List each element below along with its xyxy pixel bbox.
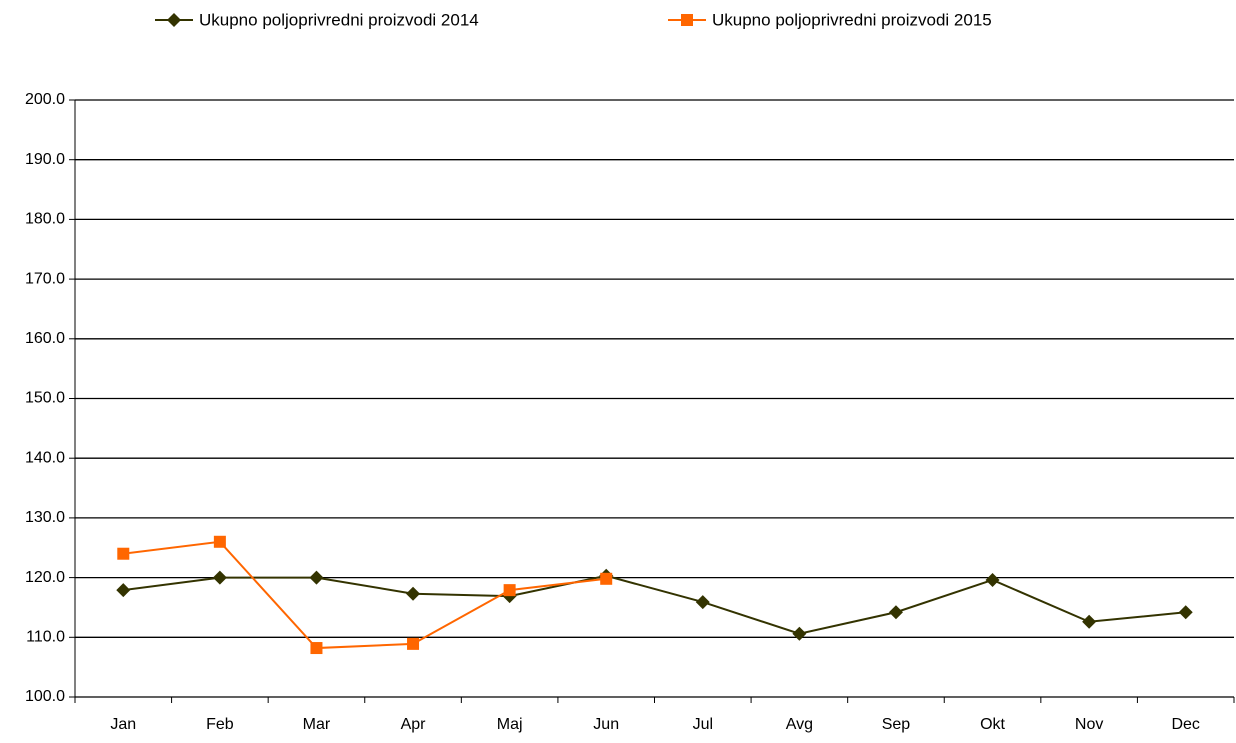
x-tick-label: Maj [497, 716, 523, 733]
y-tick-label: 150.0 [25, 390, 65, 407]
legend-label: Ukupno poljoprivredni proizvodi 2015 [712, 10, 992, 29]
marker [503, 584, 516, 597]
y-tick-label: 100.0 [25, 688, 65, 705]
series-line [123, 540, 607, 650]
marker [117, 547, 130, 560]
y-tick-label: 170.0 [25, 270, 65, 287]
y-tick-label: 130.0 [25, 509, 65, 526]
x-tick-label: Mar [303, 716, 331, 733]
marker [167, 13, 181, 27]
x-tick-label: Jun [593, 716, 619, 733]
legend-label: Ukupno poljoprivredni proizvodi 2014 [199, 10, 479, 29]
marker [309, 570, 324, 585]
marker [681, 14, 693, 26]
marker [1178, 605, 1193, 620]
marker [985, 572, 1000, 587]
marker [406, 586, 421, 601]
x-tick-label: Jul [693, 716, 713, 733]
y-tick-label: 110.0 [26, 629, 65, 646]
x-tick-label: Jan [110, 716, 136, 733]
marker [1082, 614, 1097, 629]
x-tick-label: Apr [401, 716, 427, 733]
y-tick-label: 120.0 [25, 569, 65, 586]
y-tick-label: 140.0 [25, 449, 65, 466]
marker [310, 642, 323, 655]
marker [600, 572, 613, 585]
x-tick-label: Feb [206, 716, 234, 733]
marker [888, 605, 903, 620]
x-tick-label: Dec [1171, 716, 1199, 733]
x-tick-label: Avg [786, 716, 813, 733]
marker [212, 570, 227, 585]
y-tick-label: 180.0 [25, 211, 65, 228]
y-tick-label: 160.0 [25, 330, 65, 347]
x-tick-label: Sep [882, 716, 911, 733]
series-line [123, 574, 1186, 635]
x-tick-label: Okt [980, 716, 1005, 733]
marker [792, 626, 807, 641]
marker [407, 637, 420, 650]
marker [695, 595, 710, 610]
y-tick-label: 200.0 [25, 91, 65, 108]
y-tick-label: 190.0 [25, 151, 65, 168]
marker [213, 535, 226, 548]
x-tick-label: Nov [1075, 716, 1103, 733]
marker [116, 583, 131, 598]
